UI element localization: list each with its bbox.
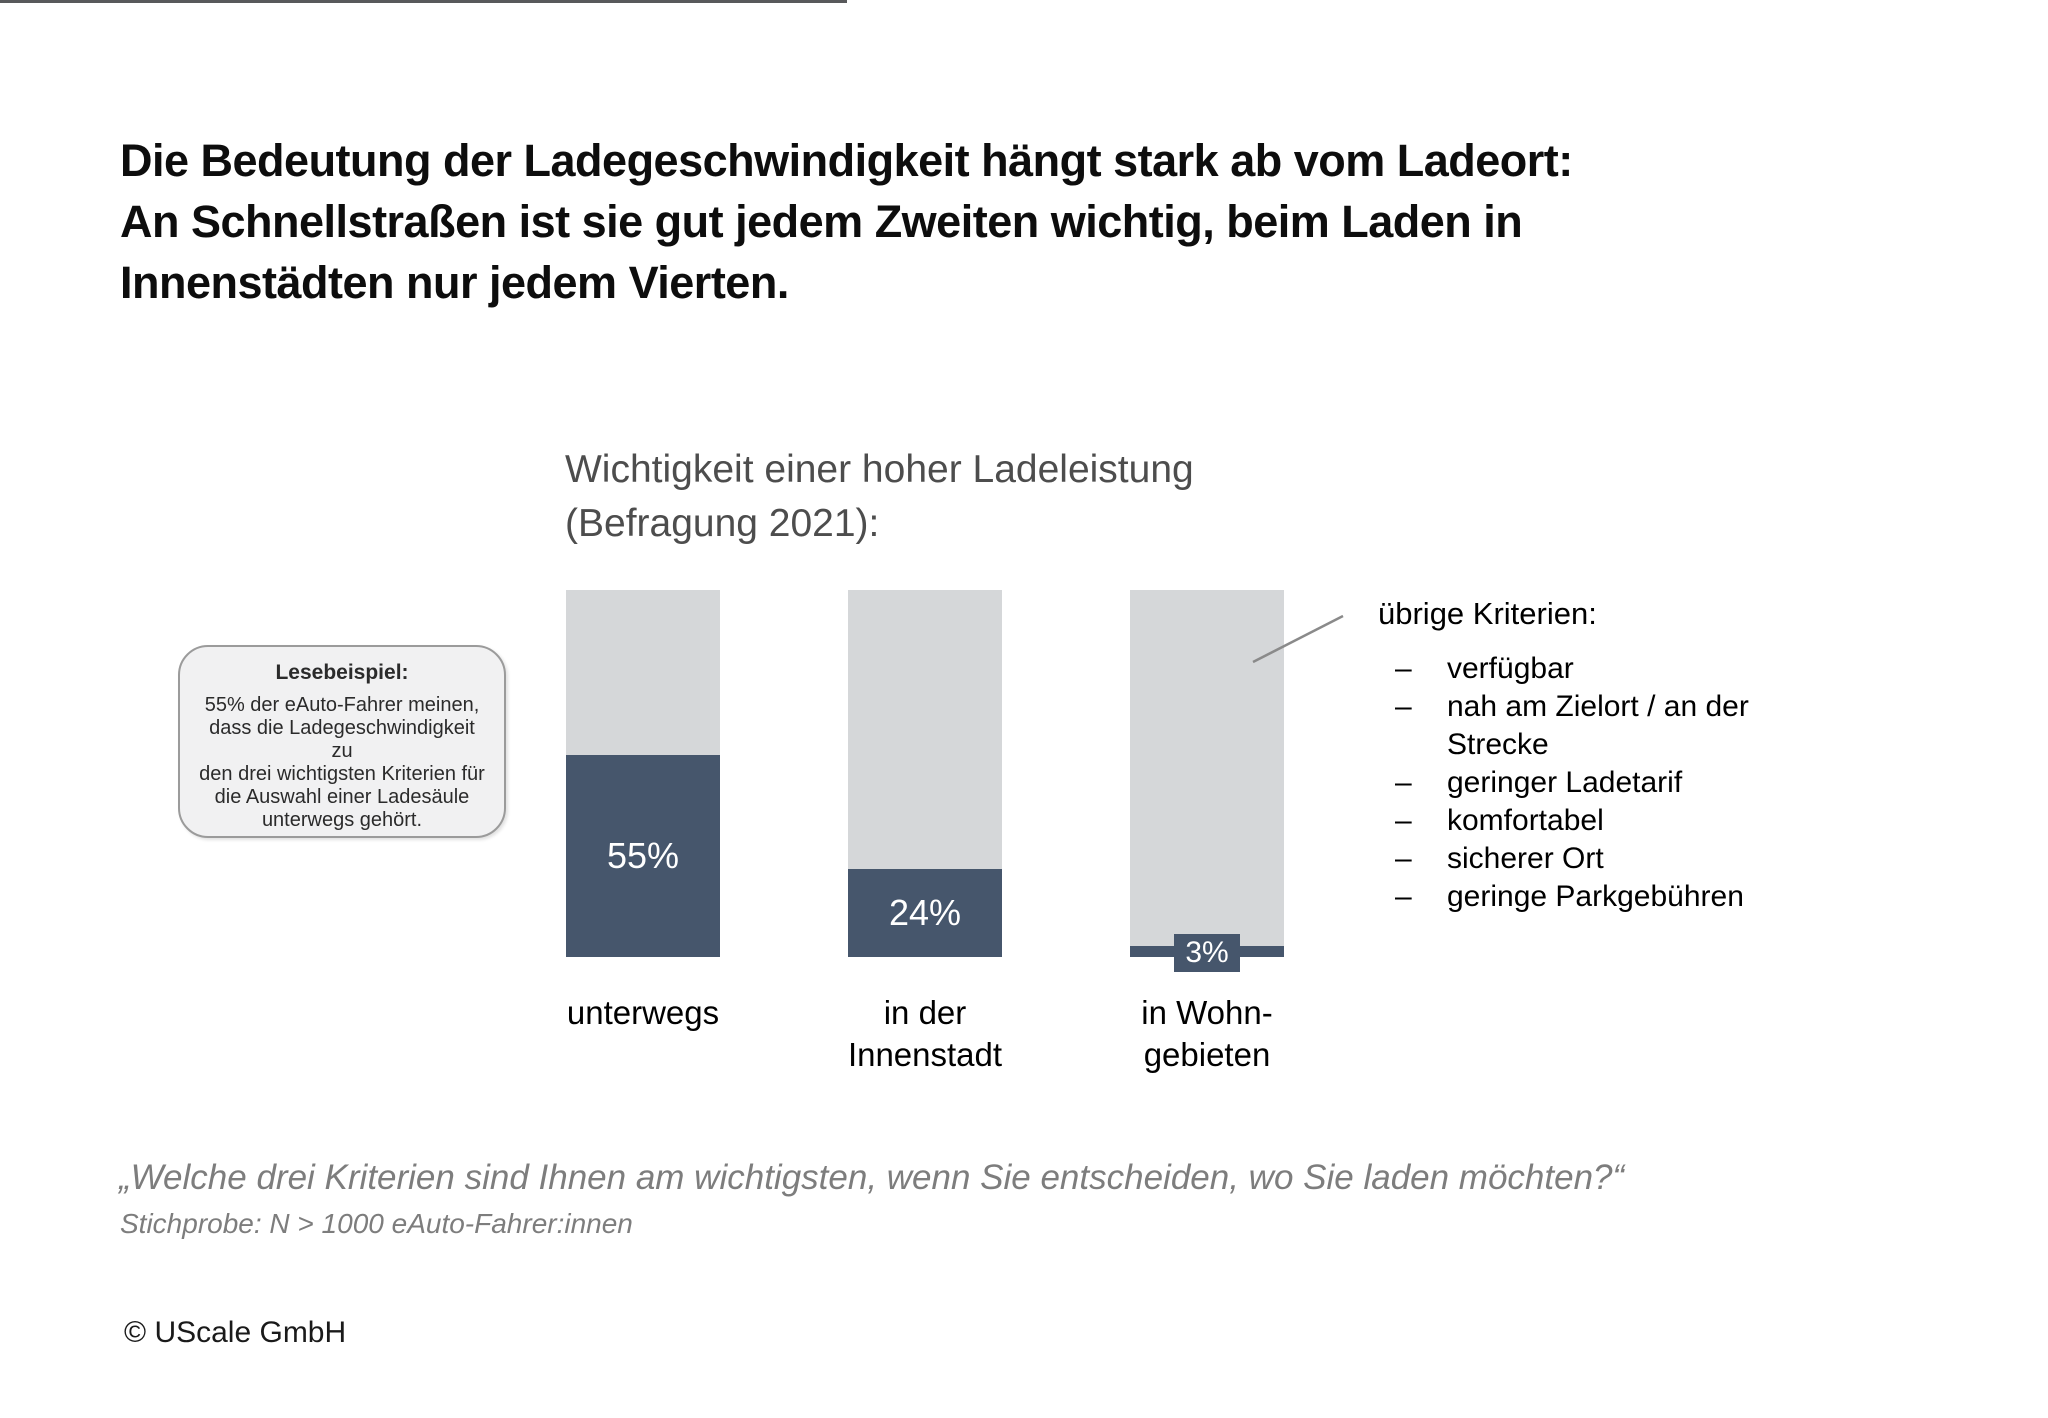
bar-unterwegs: 55% <box>566 590 720 957</box>
criteria-item: komfortabel <box>1378 802 1828 840</box>
survey-question: „Welche drei Kriterien sind Ihnen am wic… <box>119 1158 1625 1197</box>
bar-segment-fast-charging <box>1130 946 1284 957</box>
criteria-item-label: verfügbar <box>1447 652 1574 685</box>
bar-in der Innenstadt: 24% <box>848 590 1002 957</box>
criteria-item-label: komfortabel <box>1447 804 1604 837</box>
x-tick-label: in Wohn- gebieten <box>1141 994 1273 1073</box>
chart-title: Wichtigkeit einer hoher Ladeleistung (Be… <box>565 448 1194 545</box>
bar-value-label: 24% <box>888 892 962 933</box>
criteria-item: nah am Zielort / an der Strecke <box>1378 688 1828 764</box>
criteria-item: sicherer Ort <box>1378 840 1828 878</box>
bar-segment-other-criteria <box>848 590 1002 869</box>
x-axis-line <box>0 0 847 3</box>
criteria-item: geringe Parkgebühren <box>1378 878 1828 916</box>
callout-body: 55% der eAuto-Fahrer meinen, dass die La… <box>199 694 485 831</box>
bar-value-label: 55% <box>606 835 680 876</box>
criteria-item-label: geringe Parkgebühren <box>1447 880 1744 913</box>
bar-segment-other-criteria <box>566 590 720 755</box>
bar-value-badge: 3% <box>1174 934 1240 972</box>
dash-bullet-icon <box>1395 688 1447 764</box>
page-title: Die Bedeutung der Ladegeschwindigkeit hä… <box>120 135 1573 308</box>
other-criteria-list: verfügbar nah am Zielort / an der Strecke… <box>1378 650 1828 916</box>
callout-heading: Lesebeispiel: <box>275 661 409 684</box>
leader-line <box>1252 614 1344 664</box>
sample-note: Stichprobe: N > 1000 eAuto-Fahrer:innen <box>120 1208 633 1239</box>
dash-bullet-icon <box>1395 764 1447 802</box>
other-criteria-annotation: übrige Kriterien: verfügbar nah am Zielor… <box>1378 596 1828 916</box>
x-tick-label: in der Innenstadt <box>847 994 1003 1073</box>
dash-bullet-icon <box>1395 802 1447 840</box>
dash-bullet-icon <box>1395 840 1447 878</box>
criteria-item-label: nah am Zielort / an der Strecke <box>1447 690 1749 761</box>
criteria-item: geringer Ladetarif <box>1378 764 1828 802</box>
dash-bullet-icon <box>1395 650 1447 688</box>
other-criteria-heading: übrige Kriterien: <box>1378 596 1597 631</box>
criteria-item-label: sicherer Ort <box>1447 842 1604 875</box>
criteria-item-label: geringer Ladetarif <box>1447 766 1683 799</box>
bar-segment-fast-charging: 55% <box>566 755 720 957</box>
dash-bullet-icon <box>1395 878 1447 916</box>
bar-segment-fast-charging: 24% <box>848 869 1002 957</box>
copyright: © UScale GmbH <box>124 1316 347 1349</box>
x-tick-label: unterwegs <box>566 994 720 1031</box>
reading-example-callout: Lesebeispiel: 55% der eAuto-Fahrer meine… <box>178 645 506 838</box>
criteria-item: verfügbar <box>1378 650 1828 688</box>
